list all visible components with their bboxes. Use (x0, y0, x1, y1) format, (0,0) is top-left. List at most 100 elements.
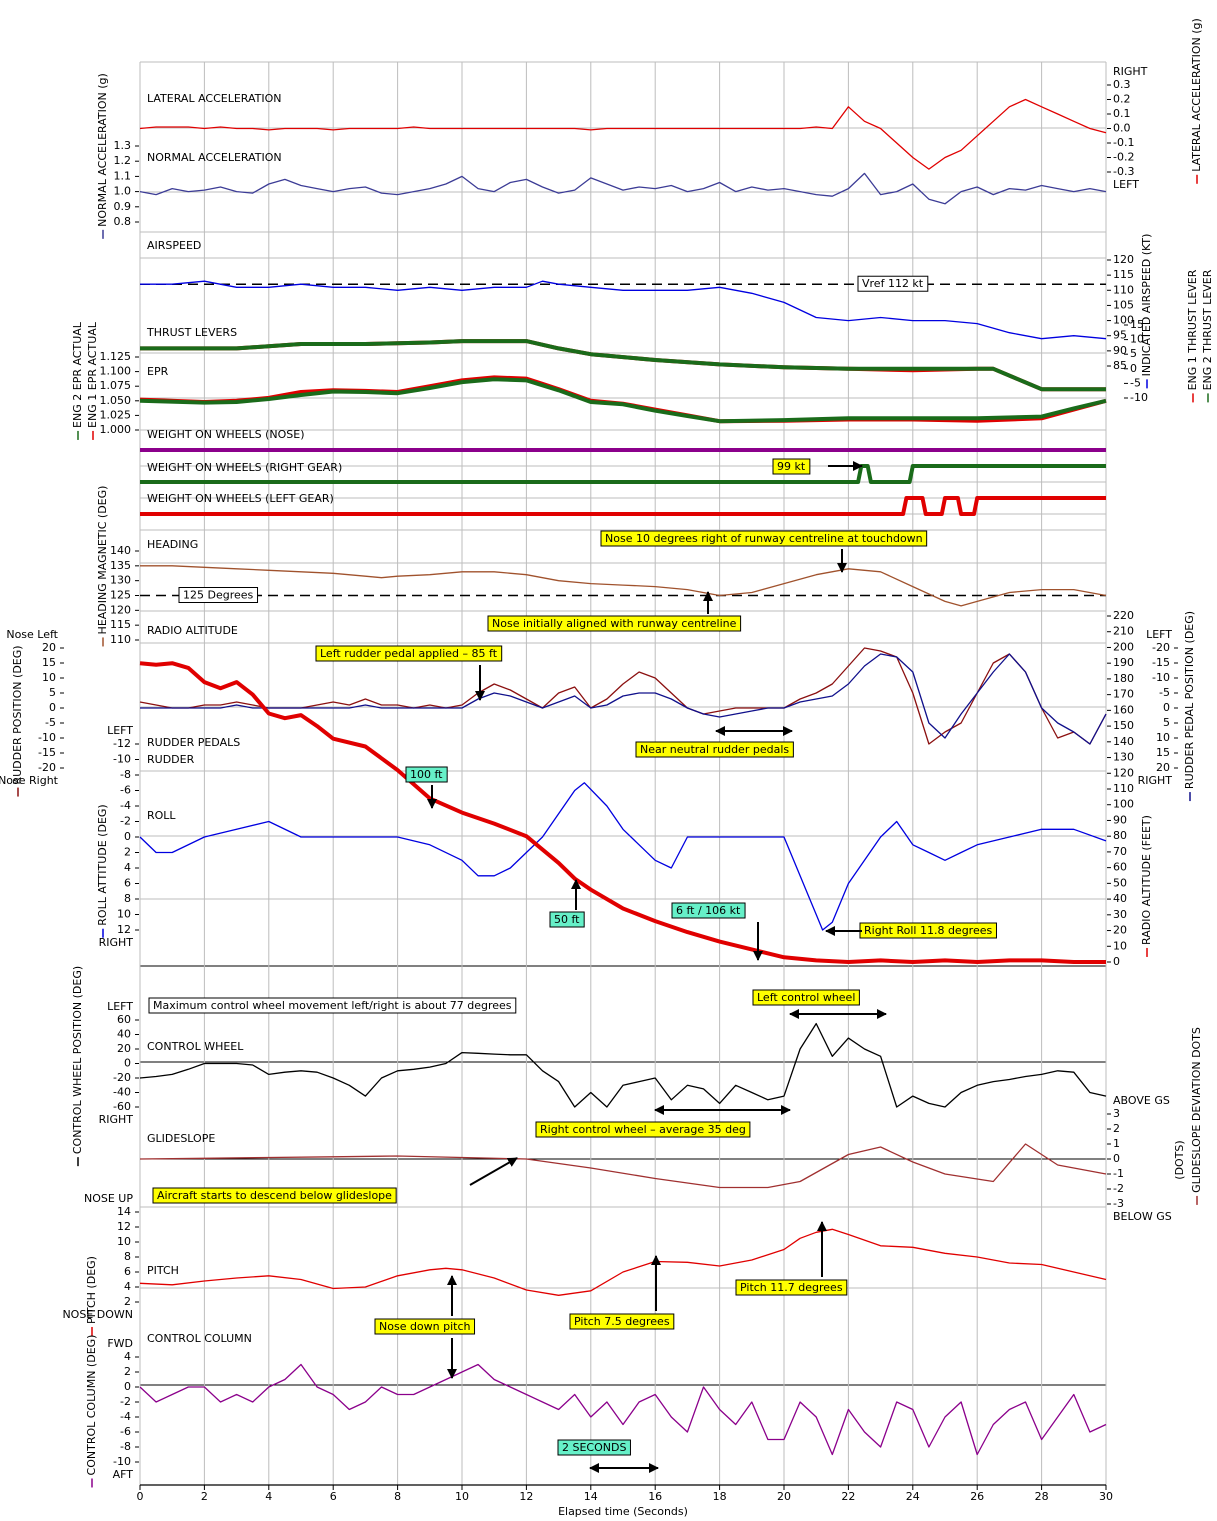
y-tick-label: 1.000 (100, 423, 132, 436)
legend-label: ENG 2 THRUST LEVER (1201, 269, 1214, 390)
y-tick-label: 70 (1113, 845, 1127, 858)
y-tick-label: -10 (38, 731, 56, 744)
y-tick-label: 14 (117, 1205, 131, 1218)
y-tick-label: 2 (124, 1295, 131, 1308)
y-tick-label: -8 (120, 768, 131, 781)
y-tick-label: 90 (1113, 813, 1127, 826)
y-tick-label: 8 (124, 1250, 131, 1263)
y-tick-label: -0.2 (1113, 151, 1134, 164)
axis-end-label: NOSE DOWN (62, 1308, 133, 1321)
y-tick-label: 1.050 (100, 394, 132, 407)
annotation: Nose 10 degrees right of runway centreli… (605, 532, 923, 545)
y-tick-label: 40 (117, 1028, 131, 1041)
axis-end-label: RIGHT (1113, 65, 1148, 78)
y-tick-label: 120 (1113, 253, 1134, 266)
y-tick-label: 140 (110, 544, 131, 557)
y-tick-label: -6 (120, 784, 131, 797)
legend-label: CONTROL COLUMN (DEG) (85, 1335, 98, 1476)
y-tick-label: 2 (124, 846, 131, 859)
data-line (139, 1363, 1107, 1456)
annotation-box (735, 1279, 848, 1296)
y-tick-label: 110 (1113, 782, 1134, 795)
data-line (139, 377, 1107, 424)
annotation: Maximum control wheel movement left/righ… (153, 999, 512, 1012)
y-tick-label: 110 (1113, 283, 1134, 296)
y-tick-label: -20 (1152, 641, 1170, 654)
annotation-arrow (469, 1157, 518, 1186)
x-tick-label: 18 (713, 1490, 727, 1503)
axis-end-label: FWD (107, 1337, 133, 1350)
y-tick-label: 5 (1163, 716, 1170, 729)
axis-end-label: BELOW GS (1113, 1210, 1172, 1223)
y-tick-label: 10 (117, 908, 131, 921)
y-tick-label: -10 (1130, 391, 1148, 404)
axis-end-label: LEFT (107, 1000, 133, 1013)
legend-label: CONTROL WHEEL POSITION (DEG) (71, 966, 84, 1154)
y-tick-label: -3 (1113, 1197, 1124, 1210)
y-tick-label: -1 (1113, 1167, 1124, 1180)
annotation-box (148, 997, 517, 1014)
annotation: 2 SECONDS (562, 1441, 626, 1454)
data-line (139, 782, 1107, 931)
panel-title: PITCH (147, 1264, 179, 1277)
y-tick-label: -60 (113, 1100, 131, 1113)
legend-label: HEADING MAGNETIC (DEG) (96, 486, 109, 635)
y-tick-label: 120 (1113, 766, 1134, 779)
y-tick-label: 95 (1113, 329, 1127, 342)
y-tick-label: 6 (124, 1265, 131, 1278)
axis-end-label: RIGHT (99, 1113, 134, 1126)
y-tick-label: -5 (45, 716, 56, 729)
y-tick-label: -40 (113, 1086, 131, 1099)
y-tick-label: 8 (124, 892, 131, 905)
y-tick-label: 0 (1113, 955, 1120, 968)
y-tick-label: 0.2 (1113, 93, 1131, 106)
y-tick-label: -2 (1113, 1182, 1124, 1195)
y-tick-label: -12 (113, 737, 131, 750)
y-tick-label: 1.125 (100, 350, 132, 363)
y-tick-label: 15 (1130, 318, 1144, 331)
y-tick-label: -2 (120, 815, 131, 828)
y-tick-label: 15 (1156, 746, 1170, 759)
y-tick-label: 100 (1113, 314, 1134, 327)
y-tick-label: -15 (38, 746, 56, 759)
y-tick-label: -0.1 (1113, 136, 1134, 149)
y-tick-label: 85 (1113, 359, 1127, 372)
y-tick-label: 0 (49, 701, 56, 714)
panel-title: AIRSPEED (147, 239, 201, 252)
annotation: Left control wheel (757, 991, 855, 1004)
y-tick-label: 1.1 (114, 169, 132, 182)
axis-end-label: RIGHT (1138, 774, 1173, 787)
legend-label: RADIO ALTITUDE (FEET) (1140, 815, 1153, 945)
y-tick-label: 100 (1113, 798, 1134, 811)
x-tick-label: 10 (455, 1490, 469, 1503)
y-tick-label: -6 (120, 1425, 131, 1438)
y-tick-label: 90 (1113, 344, 1127, 357)
x-tick-label: 2 (201, 1490, 208, 1503)
annotation-box (569, 1313, 675, 1330)
panel-title: CONTROL WHEEL (147, 1040, 244, 1053)
annotation-box (549, 911, 585, 928)
y-tick-label: 180 (1113, 672, 1134, 685)
x-tick-label: 8 (394, 1490, 401, 1503)
legend-label: INDICATED AIRSPEED (KT) (1140, 234, 1153, 377)
y-tick-label: 4 (124, 1280, 131, 1293)
annotation-box (405, 766, 448, 783)
y-tick-label: 0 (1163, 701, 1170, 714)
annotation: 100 ft (410, 768, 443, 781)
annotation: 50 ft (554, 913, 580, 926)
y-tick-label: 60 (1113, 861, 1127, 874)
data-line (140, 280, 1107, 340)
y-tick-label: 15 (42, 656, 56, 669)
annotation-box (535, 1121, 751, 1138)
panel-title: EPR (147, 365, 169, 378)
panel-title: LATERAL ACCELERATION (147, 92, 282, 105)
x-tick-label: 4 (265, 1490, 272, 1503)
y-tick-label: 1 (1113, 1137, 1120, 1150)
y-tick-label: 6 (124, 877, 131, 890)
y-tick-label: 3 (1113, 1107, 1120, 1120)
y-tick-label: 50 (1113, 876, 1127, 889)
x-tick-label: 0 (137, 1490, 144, 1503)
